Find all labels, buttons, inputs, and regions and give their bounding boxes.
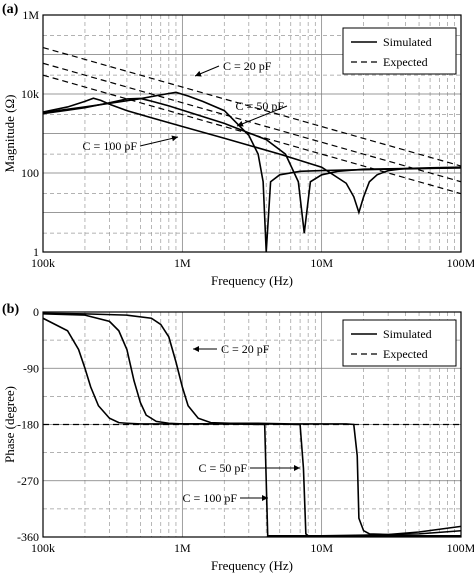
x-tick-label: 10M (310, 256, 333, 270)
y-tick-label: -360 (17, 530, 39, 544)
y-tick-label: -180 (17, 418, 39, 432)
legend-simulated-label: Simulated (383, 35, 432, 49)
legend-box (342, 27, 457, 75)
panel-a-magnitude: 100k 1M 10M 100M 1 100 10k 1M Frequency (Hz) Magn… (2, 2, 474, 288)
simulated-series-line (42, 97, 462, 234)
annotation-label: C = 100 pF (83, 139, 138, 153)
annotation-label: C = 20 pF (221, 342, 270, 356)
expected-series-line (42, 74, 462, 195)
y-tick-label: -90 (23, 361, 39, 375)
legend-simulated-label: Simulated (383, 327, 432, 341)
y-tick-label: 10k (21, 87, 39, 101)
y-tick-label: 1 (33, 245, 39, 259)
y-axis-title: Phase (degree) (2, 386, 17, 463)
annotation-arrowhead (171, 135, 178, 142)
panel-label: (a) (2, 2, 19, 17)
panel-label: (b) (2, 302, 19, 317)
expected-series-line (42, 46, 462, 167)
expected-series-line (42, 62, 462, 183)
annotation-arrowhead (193, 346, 199, 352)
annotation-arrowhead (195, 70, 202, 77)
legend-expected-label: Expected (383, 55, 428, 69)
annotation-arrowhead (262, 495, 268, 501)
annotation-label: C = 50 pF (236, 99, 285, 113)
simulated-series-line (42, 91, 462, 253)
y-tick-label: 1M (22, 8, 39, 22)
x-tick-label: 100k (31, 541, 55, 555)
x-tick-label: 100k (31, 256, 55, 270)
plot-frame (42, 14, 462, 253)
x-tick-label: 1M (174, 256, 191, 270)
legend-box (342, 319, 457, 367)
annotation-arrow (236, 105, 288, 127)
annotation-label: C = 100 pF (183, 491, 238, 505)
x-axis-title: Frequency (Hz) (211, 273, 293, 288)
y-tick-label: 0 (33, 305, 39, 319)
y-axis-title: Magnitude (Ω) (2, 95, 17, 173)
annotation-arrowhead (237, 120, 244, 127)
x-tick-label: 100M (447, 256, 474, 270)
x-tick-label: 100M (447, 541, 474, 555)
x-tick-label: 1M (174, 541, 191, 555)
annotation-arrowhead (294, 465, 300, 471)
x-axis-title: Frequency (Hz) (211, 558, 293, 573)
annotation-arrow (139, 136, 179, 147)
y-tick-label: -270 (17, 474, 39, 488)
simulated-series-line (42, 97, 462, 216)
simulated-series-line (42, 317, 461, 537)
annotation-label: C = 20 pF (223, 59, 272, 73)
panel-b-phase: 100k 1M 10M 100M 0 -90 -180 -270 -360 Frequency (… (2, 302, 474, 573)
y-tick-label: 100 (21, 166, 39, 180)
annotation-label: C = 50 pF (199, 461, 248, 475)
x-tick-label: 10M (310, 541, 333, 555)
legend-expected-label: Expected (383, 347, 428, 361)
